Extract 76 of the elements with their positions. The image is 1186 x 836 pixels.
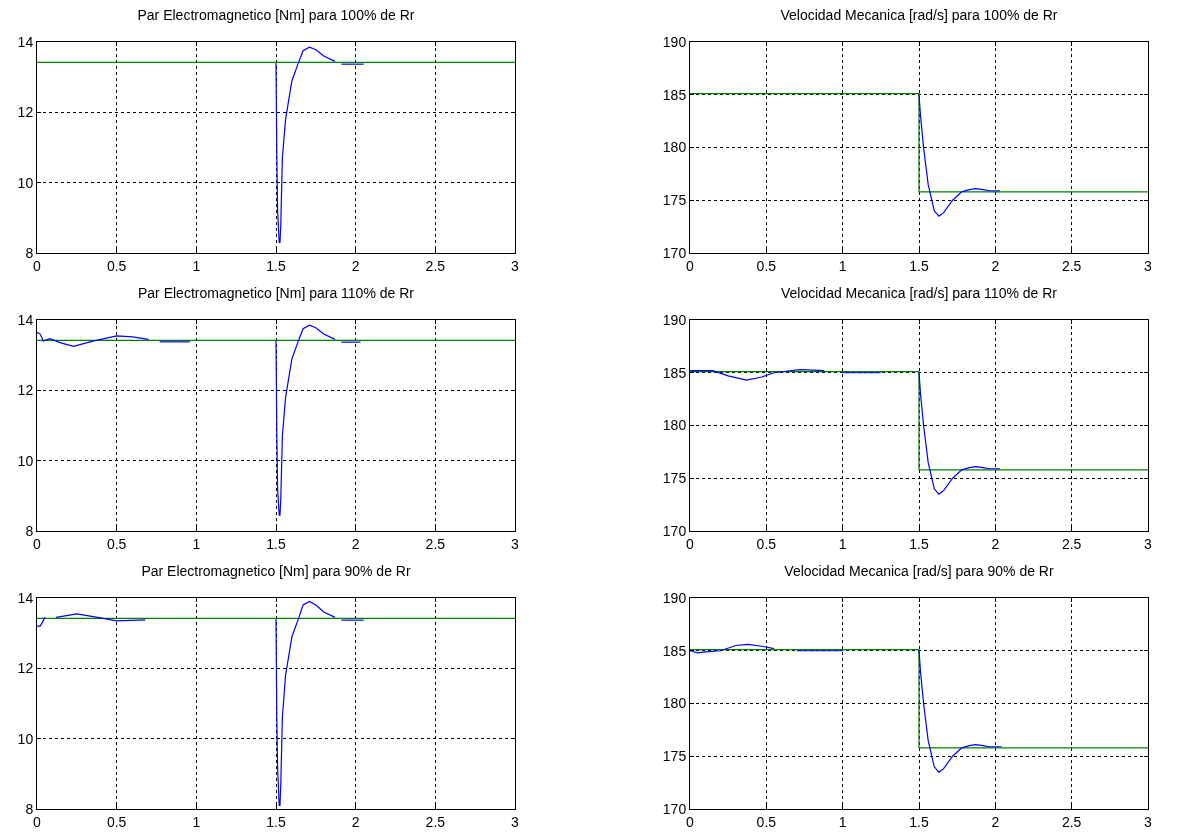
y-tick-label: 14 [17, 589, 34, 606]
y-tick-label: 8 [25, 244, 34, 261]
x-tick-label: 1 [838, 257, 847, 274]
y-tick-label: 170 [662, 244, 687, 261]
y-tick-label: 175 [662, 470, 687, 487]
x-tick-label: 3 [511, 535, 520, 552]
x-tick-label: 3 [1144, 535, 1153, 552]
x-tick-label: 0 [33, 535, 42, 552]
y-tick-label: 170 [662, 800, 687, 817]
chart-title: Velocidad Mecanica [rad/s] para 110% de Rr [780, 284, 1058, 301]
x-tick-label: 0 [33, 813, 42, 830]
x-tick-label: 2.5 [1061, 257, 1082, 274]
x-tick-label: 2 [991, 813, 1000, 830]
y-tick-label: 180 [662, 695, 687, 712]
y-tick-label: 190 [662, 33, 687, 50]
x-tick-label: 3 [1144, 257, 1153, 274]
y-tick-label: 180 [662, 417, 687, 434]
x-tick-label: 2 [351, 257, 360, 274]
x-tick-label: 3 [511, 257, 520, 274]
x-tick-label: 0 [686, 813, 695, 830]
x-tick-label: 3 [511, 813, 520, 830]
x-tick-label: 2 [991, 535, 1000, 552]
x-tick-label: 2.5 [425, 257, 446, 274]
y-tick-label: 12 [17, 660, 34, 677]
x-tick-label: 0.5 [106, 257, 127, 274]
chart-title: Velocidad Mecanica [rad/s] para 100% de Rr [780, 6, 1058, 23]
x-tick-label: 1 [192, 257, 201, 274]
y-tick-label: 170 [662, 522, 687, 539]
y-tick-label: 12 [17, 104, 34, 121]
line-series [918, 94, 1001, 217]
y-tick-label: 10 [17, 452, 34, 469]
x-tick-label: 2 [351, 813, 360, 830]
x-tick-label: 2.5 [1061, 535, 1082, 552]
x-tick-label: 0 [686, 257, 695, 274]
y-tick-label: 190 [662, 311, 687, 328]
y-tick-label: 10 [17, 174, 34, 191]
x-tick-label: 0.5 [106, 535, 127, 552]
x-tick-label: 2.5 [1061, 813, 1082, 830]
y-tick-label: 185 [662, 86, 687, 103]
y-tick-label: 185 [662, 364, 687, 381]
x-tick-label: 1.5 [266, 535, 286, 552]
x-tick-label: 2.5 [425, 813, 446, 830]
x-tick-label: 2.5 [425, 535, 446, 552]
y-tick-label: 10 [17, 730, 34, 747]
x-tick-label: 3 [1144, 813, 1153, 830]
y-tick-label: 180 [662, 139, 687, 156]
x-tick-label: 1.5 [909, 257, 929, 274]
x-tick-label: 1 [192, 813, 201, 830]
y-tick-label: 8 [25, 522, 34, 539]
x-tick-label: 0 [33, 257, 42, 274]
chart-title: Velocidad Mecanica [rad/s] para 90% de Rr [784, 562, 1054, 579]
x-tick-label: 0.5 [106, 813, 127, 830]
y-tick-label: 8 [25, 800, 34, 817]
x-tick-label: 1 [838, 813, 847, 830]
y-tick-label: 175 [662, 748, 687, 765]
x-tick-label: 1.5 [266, 813, 286, 830]
x-tick-label: 1 [838, 535, 847, 552]
chart-title: Par Electromagnetico [Nm] para 110% de Rr [138, 284, 415, 301]
y-tick-label: 190 [662, 589, 687, 606]
x-tick-label: 0 [686, 535, 695, 552]
x-tick-label: 1 [192, 535, 201, 552]
x-tick-label: 1.5 [909, 813, 929, 830]
y-tick-label: 185 [662, 642, 687, 659]
y-tick-label: 12 [17, 382, 34, 399]
chart-title: Par Electromagnetico [Nm] para 90% de Rr [141, 562, 411, 579]
x-tick-label: 0.5 [756, 813, 777, 830]
chart-title: Par Electromagnetico [Nm] para 100% de Rr [137, 6, 415, 23]
y-tick-label: 14 [17, 311, 34, 328]
y-tick-label: 14 [17, 33, 34, 50]
x-tick-label: 2 [991, 257, 1000, 274]
y-tick-label: 175 [662, 192, 687, 209]
x-tick-label: 1.5 [266, 257, 286, 274]
x-tick-label: 2 [351, 535, 360, 552]
x-tick-label: 0.5 [756, 535, 777, 552]
x-tick-label: 1.5 [909, 535, 929, 552]
x-tick-label: 0.5 [756, 257, 777, 274]
